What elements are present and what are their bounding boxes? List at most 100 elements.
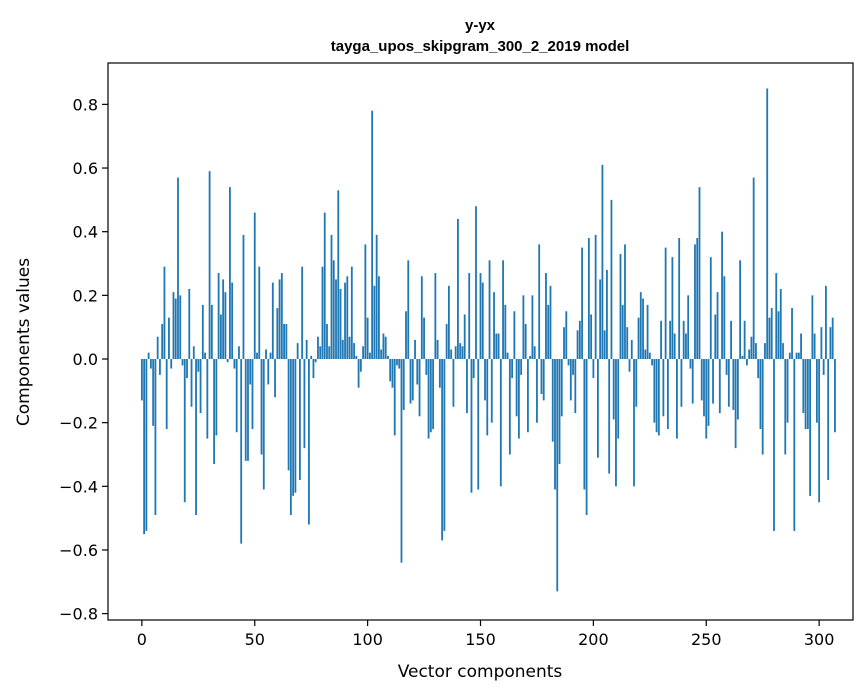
bar bbox=[373, 285, 376, 360]
bar bbox=[362, 346, 365, 359]
bar bbox=[545, 273, 547, 360]
bar bbox=[775, 273, 778, 360]
bar bbox=[217, 273, 220, 360]
bar bbox=[793, 359, 796, 531]
bar bbox=[479, 273, 482, 360]
bar bbox=[289, 359, 292, 515]
bar bbox=[578, 320, 581, 359]
bar bbox=[348, 336, 351, 360]
bar bbox=[576, 330, 579, 360]
x-axis-label: Vector components bbox=[398, 662, 563, 682]
chart-title: y-yx bbox=[465, 17, 496, 34]
bar bbox=[402, 359, 405, 410]
bar bbox=[511, 359, 514, 379]
bar bbox=[504, 304, 507, 360]
bar bbox=[551, 359, 554, 442]
bar bbox=[472, 359, 475, 379]
bar bbox=[601, 164, 604, 359]
bar bbox=[549, 285, 552, 360]
bar bbox=[664, 247, 667, 360]
bar bbox=[606, 269, 608, 360]
bar bbox=[149, 359, 152, 369]
bar bbox=[499, 359, 502, 487]
bar bbox=[326, 323, 328, 359]
bar bbox=[222, 279, 225, 359]
bar bbox=[707, 359, 710, 426]
bar bbox=[669, 320, 672, 359]
bar bbox=[400, 359, 403, 563]
bar bbox=[405, 311, 407, 359]
bar bbox=[727, 359, 730, 407]
bar bbox=[716, 292, 719, 360]
bar bbox=[328, 346, 331, 359]
bar bbox=[502, 260, 504, 360]
bar bbox=[563, 327, 565, 360]
bar bbox=[646, 304, 649, 360]
bar bbox=[626, 327, 629, 360]
bar bbox=[536, 359, 538, 423]
bar bbox=[420, 276, 423, 359]
bar bbox=[743, 320, 746, 359]
y-tick-label: 0.8 bbox=[73, 95, 98, 114]
bar bbox=[574, 359, 577, 414]
bar bbox=[739, 260, 742, 360]
bar bbox=[140, 359, 143, 401]
bar bbox=[644, 349, 647, 360]
bar bbox=[788, 352, 791, 360]
bar bbox=[244, 359, 247, 461]
bar bbox=[438, 359, 441, 388]
bar bbox=[414, 339, 416, 360]
bar bbox=[599, 279, 602, 359]
bar bbox=[213, 359, 216, 465]
bar bbox=[393, 359, 396, 436]
bar bbox=[815, 359, 818, 423]
bar bbox=[673, 333, 676, 359]
bar bbox=[522, 295, 525, 360]
axis-ticks: 0 50 100 150 200 250 300 −0.8 −0.6 −0.4 −0.2 0.0 0.2… bbox=[59, 95, 834, 649]
bar bbox=[143, 359, 146, 535]
bar bbox=[813, 333, 816, 359]
bar bbox=[341, 339, 344, 360]
bar bbox=[183, 359, 186, 503]
bar bbox=[283, 323, 285, 359]
bar bbox=[475, 206, 477, 360]
bar bbox=[145, 359, 148, 531]
bar bbox=[308, 359, 310, 525]
bar bbox=[409, 359, 412, 404]
x-tick-label: 100 bbox=[352, 630, 383, 649]
bar bbox=[163, 266, 166, 359]
bar bbox=[450, 349, 453, 360]
bar bbox=[262, 359, 265, 490]
bar bbox=[323, 212, 326, 359]
bar bbox=[457, 218, 459, 360]
bar bbox=[231, 282, 234, 360]
bar bbox=[407, 260, 410, 360]
bar bbox=[368, 352, 371, 360]
bar bbox=[486, 359, 489, 436]
bar bbox=[353, 343, 355, 359]
bar bbox=[725, 359, 728, 375]
bar bbox=[224, 292, 227, 360]
bar bbox=[256, 352, 258, 360]
bar bbox=[188, 288, 191, 359]
x-tick-label: 200 bbox=[578, 630, 609, 649]
bar bbox=[298, 359, 301, 480]
bar bbox=[470, 359, 473, 493]
bar bbox=[488, 260, 491, 360]
bar bbox=[761, 359, 764, 455]
bar bbox=[484, 359, 486, 401]
bar bbox=[700, 359, 703, 401]
bar bbox=[572, 359, 574, 375]
bar bbox=[371, 110, 374, 360]
bar bbox=[197, 359, 200, 372]
bar bbox=[391, 359, 394, 388]
bar bbox=[260, 359, 263, 455]
bar bbox=[181, 359, 184, 366]
bar bbox=[603, 330, 606, 360]
bar bbox=[190, 359, 193, 407]
bar bbox=[506, 352, 509, 360]
bars-group bbox=[140, 88, 836, 592]
bar bbox=[542, 359, 545, 401]
bar bbox=[825, 285, 827, 360]
bar bbox=[350, 266, 353, 359]
